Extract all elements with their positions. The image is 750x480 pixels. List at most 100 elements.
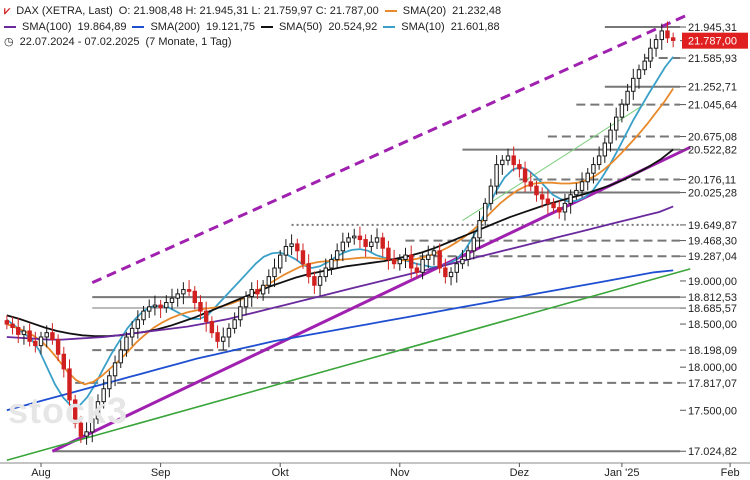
candle-body xyxy=(175,293,180,299)
candle-body xyxy=(192,290,197,304)
candle-body xyxy=(631,77,636,92)
candle-body xyxy=(465,250,471,260)
sma10-name: SMA(10) xyxy=(401,20,445,33)
candle-body xyxy=(232,319,237,329)
candle-body xyxy=(300,250,306,265)
x-tick-label: Jan '25 xyxy=(604,467,639,479)
candle-body xyxy=(426,254,431,260)
sma50-name: SMA(50) xyxy=(278,20,323,33)
candle-body xyxy=(596,155,602,166)
candle-body xyxy=(135,319,141,329)
candle-body xyxy=(483,202,488,222)
candle-body xyxy=(289,243,294,247)
period-label: (7 Monate, 1 Tag) xyxy=(145,36,232,48)
candle-body xyxy=(243,295,249,308)
sma50-value: 20.524,92 xyxy=(328,20,378,33)
candle-body xyxy=(203,310,209,322)
candle-body xyxy=(277,254,283,269)
candle-body xyxy=(340,241,346,252)
candle-body xyxy=(659,30,664,41)
legend-row-1: ⩗ DAX (XETRA, Last) O: 21.908,48 H: 21.945… xyxy=(4,4,507,20)
legend-row-3: ◷ 22.07.2024 - 07.02.2025 (7 Monate, 1 Tag… xyxy=(4,35,507,51)
dax-icon: ⩗ xyxy=(4,5,11,17)
candle-body xyxy=(181,289,186,295)
candle-body xyxy=(10,323,15,329)
candle-body xyxy=(391,258,397,265)
y-tick-label: 18.000,00 xyxy=(688,362,737,374)
candle-body xyxy=(374,237,380,243)
candle-body xyxy=(420,258,425,273)
y-axis-panel xyxy=(680,0,750,480)
candle-body xyxy=(158,304,163,309)
candle-body xyxy=(613,116,619,131)
ma-line-sma100 xyxy=(6,205,674,341)
candle-body xyxy=(403,254,408,260)
candle-body xyxy=(585,172,590,183)
candle-body xyxy=(329,258,334,269)
candle-body xyxy=(653,39,659,49)
candle-body xyxy=(522,168,528,183)
y-tick-label: 19.000,00 xyxy=(688,276,737,288)
candle-body xyxy=(141,310,146,321)
chart-legend: ⩗ DAX (XETRA, Last) O: 21.908,48 H: 21.945… xyxy=(4,4,507,51)
candle-body xyxy=(517,164,522,170)
y-tick-label: 21.585,93 xyxy=(688,53,737,65)
y-tick-label: 17.500,00 xyxy=(688,405,737,417)
sma10-swatch xyxy=(383,25,396,28)
y-tick-label: 19.287,04 xyxy=(688,251,737,263)
candle-body xyxy=(574,189,579,196)
y-tick-label: 18.812,53 xyxy=(688,292,737,304)
candle-body xyxy=(443,267,448,278)
clock-icon: ◷ xyxy=(4,36,14,48)
sma20-swatch xyxy=(384,10,397,13)
candle-body xyxy=(283,245,289,256)
legend-row-2: SMA(100) 19.864,89 SMA(200) 19.121,75 SMA(50… xyxy=(4,20,507,36)
candle-body xyxy=(295,243,300,252)
y-tick-label: 20.025,28 xyxy=(688,188,737,200)
candle-body xyxy=(369,241,374,247)
y-tick-label: 19.649,87 xyxy=(688,220,737,232)
sma10-value: 21.601,88 xyxy=(450,20,500,33)
candle-body xyxy=(352,235,357,239)
candle-body xyxy=(107,375,112,390)
candle-body xyxy=(625,90,630,105)
candle-body xyxy=(448,271,454,278)
candle-body xyxy=(16,327,21,335)
y-tick-label: 21.252,71 xyxy=(688,82,737,94)
candle-body xyxy=(215,332,220,342)
sma200-value: 19.121,75 xyxy=(206,20,255,33)
candle-body xyxy=(209,320,215,334)
x-tick-label: Feb xyxy=(721,467,740,479)
ohlc-values: O: 21.908,48 H: 21.945,31 L: 21.759,97 C… xyxy=(118,5,379,17)
candle-body xyxy=(545,198,551,204)
candle-body xyxy=(500,159,505,166)
candle-body xyxy=(84,431,89,437)
candle-body xyxy=(642,60,647,71)
sma50-swatch xyxy=(260,25,273,28)
candle-body xyxy=(460,258,465,265)
candle-body xyxy=(101,388,106,403)
candle-body xyxy=(551,202,556,209)
y-tick-label: 18.198,09 xyxy=(688,345,737,357)
ma-line-sma20 xyxy=(6,88,674,386)
x-tick-label: Nov xyxy=(390,467,410,479)
sma200-swatch xyxy=(132,25,145,28)
y-tick-label: 18.500,00 xyxy=(688,319,737,331)
candle-body xyxy=(471,237,477,252)
candle-body xyxy=(67,368,72,401)
candle-body xyxy=(90,418,95,433)
candle-body xyxy=(670,37,676,41)
candle-body xyxy=(95,401,101,420)
x-tick-label: Sep xyxy=(151,467,171,479)
sma100-name: SMA(100) xyxy=(22,20,72,33)
watermark-logo: stock3 xyxy=(8,390,129,431)
candle-body xyxy=(528,181,533,187)
y-tick-label: 19.468,30 xyxy=(688,236,737,248)
y-tick-label: 17.817,07 xyxy=(688,378,737,390)
y-tick-label: 18.685,57 xyxy=(688,303,737,315)
candle-body xyxy=(539,194,545,200)
candle-body xyxy=(317,276,323,286)
x-tick-label: Dez xyxy=(510,467,530,479)
candle-body xyxy=(534,185,539,196)
